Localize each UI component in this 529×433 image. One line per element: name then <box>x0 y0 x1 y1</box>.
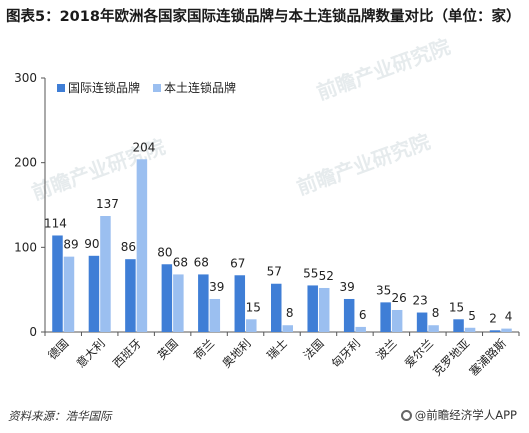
x-tick-label: 瑞士 <box>264 336 290 362</box>
y-tick-label: 200 <box>14 156 37 170</box>
data-label-international: 114 <box>44 216 67 230</box>
bar-international <box>52 235 63 332</box>
y-tick-label: 100 <box>14 240 37 254</box>
watermark-text: 前瞻产业研究院 <box>314 34 454 104</box>
data-label-international: 57 <box>267 265 282 279</box>
data-label-local: 4 <box>505 310 513 324</box>
bar-international <box>88 255 100 332</box>
bar-international <box>380 302 391 332</box>
x-tick-label: 克罗地亚 <box>430 336 472 378</box>
brand-text: @前瞻经济学人APP <box>414 408 517 422</box>
bars <box>52 159 512 332</box>
x-tick-label: 爱尔兰 <box>402 336 436 370</box>
bar-local <box>464 327 476 332</box>
source-note: 资料来源：浩华国际 <box>8 409 112 423</box>
data-label-international: 80 <box>157 245 172 259</box>
x-tick-label: 意大利 <box>74 336 108 370</box>
bar-local <box>355 326 366 332</box>
legend-swatch-local <box>153 84 161 92</box>
data-label-international: 68 <box>194 255 209 269</box>
bar-local <box>136 159 148 332</box>
data-label-local: 137 <box>96 197 119 211</box>
x-tick-label: 波兰 <box>373 336 399 362</box>
data-label-international: 55 <box>303 266 318 280</box>
data-label-local: 5 <box>468 309 476 323</box>
data-label-local: 8 <box>432 306 440 320</box>
bar-local <box>246 319 257 332</box>
bar-international <box>343 298 355 332</box>
data-label-international: 67 <box>230 256 245 270</box>
data-label-international: 39 <box>340 280 355 294</box>
data-label-local: 52 <box>319 269 334 283</box>
bar-local <box>318 287 330 332</box>
bar-international <box>198 274 209 332</box>
legend-label-international: 国际连锁品牌 <box>68 80 140 95</box>
data-label-international: 23 <box>412 294 427 308</box>
data-label-local: 6 <box>359 308 367 322</box>
axes: 0 100 200 300 德国 意大利 西班牙 英国 荷兰 奥地利 瑞士 法国 匈牙利 波兰 爱尔兰克罗地… <box>14 71 520 379</box>
watermark-text: 前瞻产业研究院 <box>294 129 434 199</box>
data-label-international: 90 <box>84 237 99 251</box>
data-label-international: 2 <box>489 311 497 325</box>
brand-credit: @前瞻经济学人APP <box>400 407 517 423</box>
data-label-international: 86 <box>121 240 136 254</box>
y-tick-label: 0 <box>29 325 37 339</box>
bar-international <box>234 275 246 332</box>
legend: 国际连锁品牌 本土连锁品牌 <box>57 80 236 95</box>
x-tick-label: 匈牙利 <box>329 336 363 370</box>
bar-international <box>489 330 501 332</box>
x-tick-label: 英国 <box>155 336 181 362</box>
y-tick-label: 300 <box>14 71 37 85</box>
bar-local <box>428 325 439 332</box>
bar-international <box>125 259 136 332</box>
bar-local <box>173 274 184 332</box>
bar-local <box>209 298 221 332</box>
x-tick-label: 德国 <box>45 336 71 362</box>
brand-logo-icon <box>400 409 412 421</box>
data-label-local: 68 <box>173 255 188 269</box>
data-label-international: 35 <box>376 283 391 297</box>
x-tick-label: 法国 <box>300 336 326 362</box>
data-label-local: 26 <box>391 291 406 305</box>
bar-international <box>416 312 428 332</box>
x-tick-label: 奥地利 <box>219 336 253 370</box>
legend-label-local: 本土连锁品牌 <box>164 80 236 95</box>
bar-local <box>63 256 75 332</box>
bar-local <box>501 328 512 332</box>
data-label-international: 15 <box>449 300 464 314</box>
x-tick-label: 荷兰 <box>191 336 217 362</box>
bar-international <box>453 319 464 332</box>
data-label-local: 15 <box>246 300 261 314</box>
bar-international <box>307 285 318 332</box>
data-label-local: 8 <box>286 306 294 320</box>
chart-title: 图表5：2018年欧洲各国家国际连锁品牌与本土连锁品牌数量对比（单位：家） <box>6 9 521 25</box>
data-label-local: 204 <box>132 140 155 154</box>
data-label-local: 39 <box>209 280 224 294</box>
legend-swatch-international <box>57 84 65 92</box>
bar-international <box>271 283 282 332</box>
bar-local <box>100 216 111 332</box>
data-label-local: 89 <box>63 238 78 252</box>
bar-international <box>161 264 173 332</box>
x-tick-label: 塞浦路斯 <box>466 336 509 379</box>
x-tick-label: 西班牙 <box>110 336 144 370</box>
bar-local <box>391 309 403 332</box>
bar-local <box>282 325 293 332</box>
